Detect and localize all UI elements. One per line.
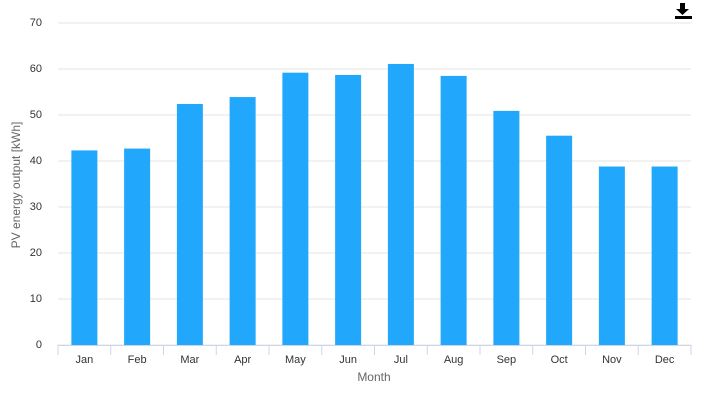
bar — [651, 166, 678, 345]
download-bar — [675, 16, 692, 19]
x-tick-label: Jan — [76, 354, 94, 366]
bar — [387, 63, 414, 345]
bar — [493, 110, 520, 345]
bar — [71, 150, 98, 345]
y-tick-label: 0 — [36, 339, 42, 351]
x-tick-label: Aug — [444, 354, 464, 366]
x-tick-label: Jul — [394, 354, 408, 366]
bar — [282, 72, 309, 346]
x-tick-label: Dec — [655, 354, 675, 366]
y-tick-label: 50 — [30, 109, 42, 121]
bar — [229, 97, 256, 345]
x-axis-title: Month — [357, 370, 390, 384]
x-tick-label: Mar — [180, 354, 199, 366]
download-arrow — [676, 3, 689, 15]
y-tick-label: 70 — [30, 17, 42, 29]
bar — [598, 166, 625, 345]
y-axis-title: PV energy output [kWh] — [9, 122, 23, 249]
bar — [440, 75, 467, 346]
x-tick-label: May — [285, 354, 306, 366]
bar — [546, 135, 573, 345]
x-tick-label: Nov — [602, 354, 622, 366]
bar — [176, 103, 203, 346]
y-tick-label: 30 — [30, 201, 42, 213]
x-tick-label: Apr — [234, 354, 251, 366]
x-tick-label: Sep — [497, 354, 517, 366]
x-tick-label: Feb — [128, 354, 147, 366]
x-tick-label: Oct — [551, 354, 568, 366]
y-tick-label: 20 — [30, 247, 42, 259]
bar — [335, 74, 362, 345]
download-button[interactable] — [674, 2, 692, 20]
y-tick-label: 60 — [30, 63, 42, 75]
y-tick-label: 40 — [30, 155, 42, 167]
y-tick-label: 10 — [30, 293, 42, 305]
bar — [124, 148, 151, 345]
x-tick-label: Jun — [339, 354, 357, 366]
